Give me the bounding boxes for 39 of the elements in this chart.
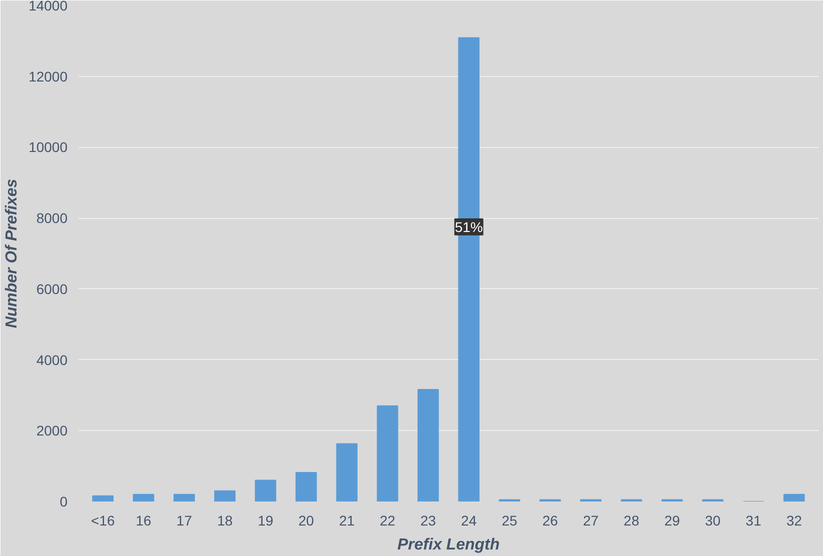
x-tick-label: 26	[542, 512, 558, 528]
x-tick-label: 28	[624, 512, 640, 528]
x-tick-label: 17	[176, 512, 192, 528]
x-tick-label: 20	[298, 512, 314, 528]
bar	[254, 480, 276, 502]
x-tick-label: 18	[217, 512, 233, 528]
y-tick-label: 10000	[28, 139, 68, 156]
y-tick-label: 4000	[36, 352, 68, 368]
y-tick-label: 14000	[28, 0, 68, 14]
bar	[296, 472, 317, 502]
bar	[376, 405, 398, 502]
x-tick-label: 16	[136, 512, 152, 528]
x-tick-label: 22	[380, 512, 396, 528]
x-tick-label: 32	[786, 512, 802, 528]
x-tick-label: 29	[664, 512, 680, 528]
x-tick-label: 21	[339, 512, 355, 528]
y-tick-label: 0	[60, 494, 68, 510]
x-tick-label: 31	[746, 512, 762, 528]
x-axis-title: Prefix Length	[397, 536, 500, 554]
y-axis-title: Number Of Prefixes	[4, 178, 21, 328]
x-tick-label: 23	[420, 512, 436, 528]
bar	[132, 494, 154, 502]
bar	[92, 495, 114, 502]
bar	[336, 443, 358, 502]
annotation: 51%	[454, 218, 483, 235]
bar	[174, 494, 195, 502]
x-tick-label: 24	[461, 512, 477, 528]
bar	[783, 494, 805, 502]
x-tick-label: 27	[583, 512, 599, 528]
x-tick-label: <16	[91, 512, 115, 528]
bar	[418, 389, 439, 502]
bar	[214, 490, 236, 502]
y-tick-label: 8000	[36, 210, 68, 226]
x-tick-label: 19	[258, 512, 274, 528]
x-tick-label: 30	[705, 512, 721, 528]
x-tick-label: 25	[502, 512, 518, 528]
y-tick-label: 6000	[36, 280, 68, 297]
y-tick-label: 2000	[36, 422, 68, 439]
y-tick-label: 12000	[28, 68, 68, 84]
